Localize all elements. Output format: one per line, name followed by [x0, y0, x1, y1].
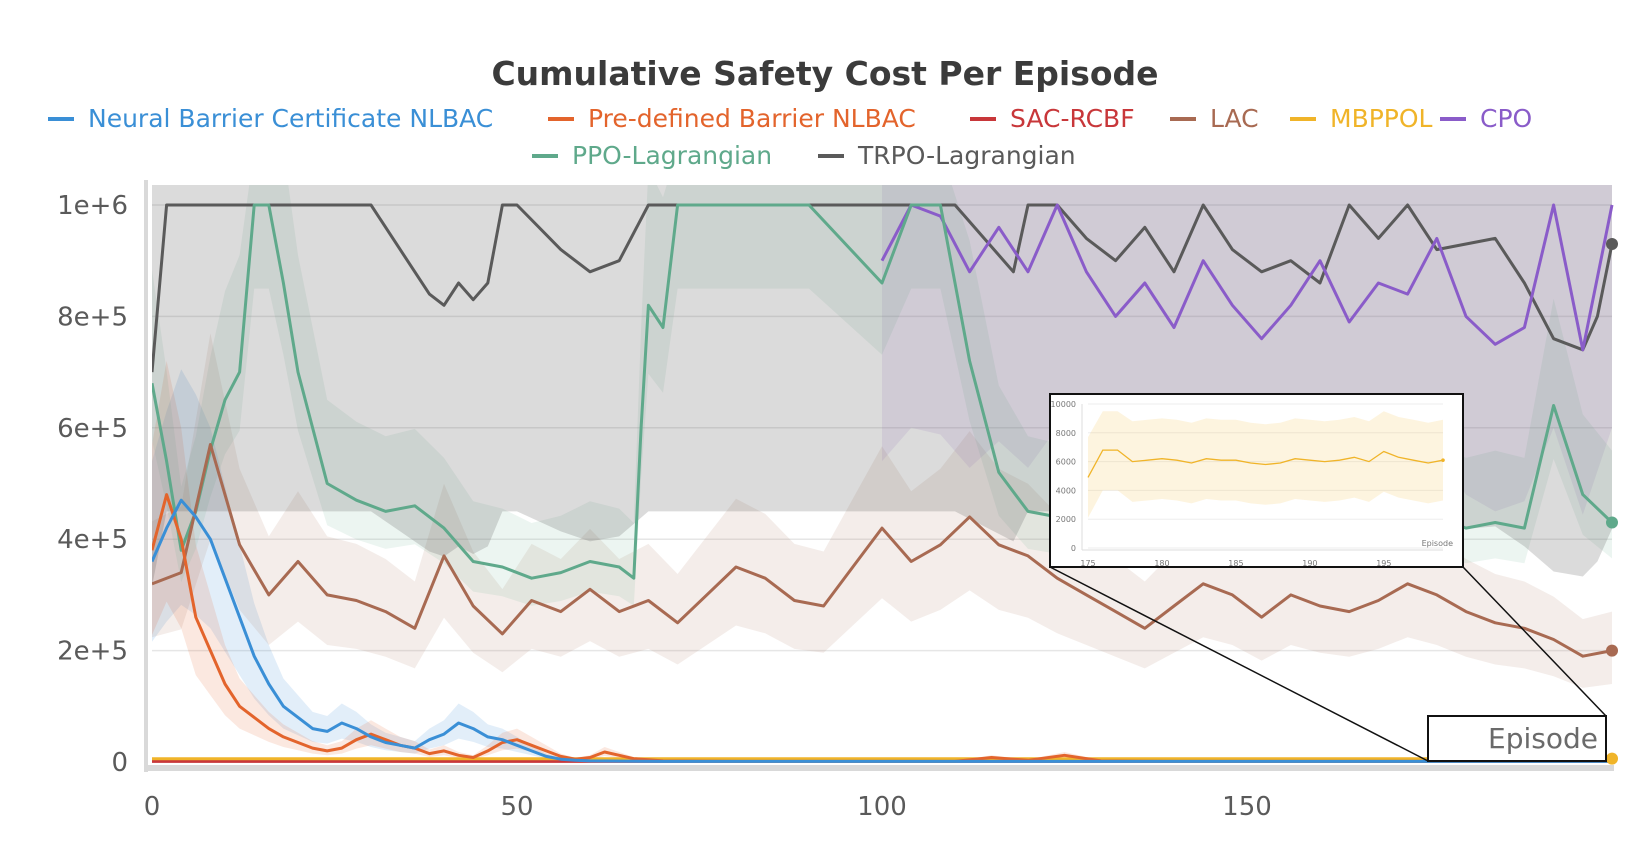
legend-label: Pre-defined Barrier NLBAC	[588, 104, 916, 133]
inset-y-tick-label: 4000	[1056, 486, 1076, 495]
band-lac	[152, 333, 1612, 688]
legend-label: CPO	[1480, 104, 1532, 133]
inset-x-tick-label: 185	[1228, 559, 1243, 568]
end-marker-trpo-lagrangian	[1606, 237, 1618, 250]
inset-x-tick-label: 175	[1080, 559, 1095, 568]
x-tick-label: 0	[144, 792, 161, 822]
inset-series-line	[1087, 449, 1444, 478]
legend-label: LAC	[1210, 104, 1259, 133]
inset-end-marker	[1441, 458, 1445, 462]
x-tick-label: 150	[1222, 792, 1272, 822]
x-tick-label: 100	[857, 792, 907, 822]
y-tick-label: 1e+6	[57, 191, 128, 221]
series-line-lac	[152, 443, 1613, 658]
x-label-box	[1427, 715, 1607, 762]
band-neural-barrier-certificate-nlbac	[152, 369, 1612, 762]
inset-frame	[1049, 393, 1464, 568]
legend-label: Neural Barrier Certificate NLBAC	[88, 104, 493, 133]
series-line-neural-barrier-certificate-nlbac	[152, 498, 1612, 763]
inset-y-tick-label: 2000	[1056, 515, 1076, 524]
inset-y-tick-label: 8000	[1056, 429, 1076, 438]
legend-label: TRPO-Lagrangian	[857, 141, 1076, 170]
series-lines	[152, 203, 1614, 763]
end-marker-mbppol	[1606, 752, 1618, 765]
inset-y-tick-label: 6000	[1056, 458, 1076, 467]
y-tick-label: 4e+5	[57, 525, 128, 555]
legend-label: SAC-RCBF	[1010, 104, 1135, 133]
inset-x-tick-label: 180	[1154, 559, 1169, 568]
y-tick-label: 0	[111, 748, 128, 778]
end-marker-lac	[1606, 644, 1618, 657]
inset-x-tick-label: 195	[1376, 559, 1391, 568]
inset-x-axis-label: Episode	[1422, 539, 1453, 548]
x-tick-label: 50	[500, 792, 533, 822]
inset-y-tick-label: 10000	[1051, 400, 1076, 409]
y-tick-label: 8e+5	[57, 302, 128, 332]
y-tick-label: 2e+5	[57, 637, 128, 667]
legend-label: PPO-Lagrangian	[572, 141, 772, 170]
y-tick-label: 6e+5	[57, 414, 128, 444]
inset-connector	[1049, 566, 1429, 762]
chart-title: Cumulative Safety Cost Per Episode	[491, 54, 1158, 93]
series-line-cpo	[880, 203, 1614, 352]
legend: Neural Barrier Certificate NLBAC Pre-defi…	[48, 104, 1532, 170]
legend-label: MBPPOL	[1330, 104, 1433, 133]
inset-y-tick-label: 0	[1071, 544, 1076, 553]
x-axis-label: Episode	[1488, 722, 1598, 755]
end-marker-ppo-lagrangian	[1606, 516, 1618, 529]
inset-x-tick-label: 190	[1302, 559, 1317, 568]
inset-chart: 0 2000 4000 6000 8000 10000 175 180 185 190 195 Epi…	[1049, 393, 1607, 762]
inset-connector	[1462, 566, 1607, 717]
